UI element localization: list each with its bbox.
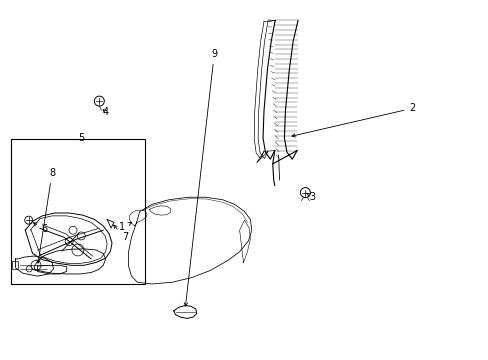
Text: 8: 8 bbox=[37, 168, 55, 263]
Text: 6: 6 bbox=[33, 223, 48, 234]
Text: 2: 2 bbox=[291, 103, 415, 137]
Bar bbox=[11, 139, 144, 284]
Bar bbox=[12, 261, 18, 269]
Text: 9: 9 bbox=[184, 49, 217, 306]
Text: 5: 5 bbox=[78, 133, 84, 143]
Text: 4: 4 bbox=[102, 107, 108, 117]
Text: 3: 3 bbox=[306, 192, 315, 202]
Text: 7: 7 bbox=[113, 225, 128, 242]
Text: 1: 1 bbox=[119, 222, 131, 232]
